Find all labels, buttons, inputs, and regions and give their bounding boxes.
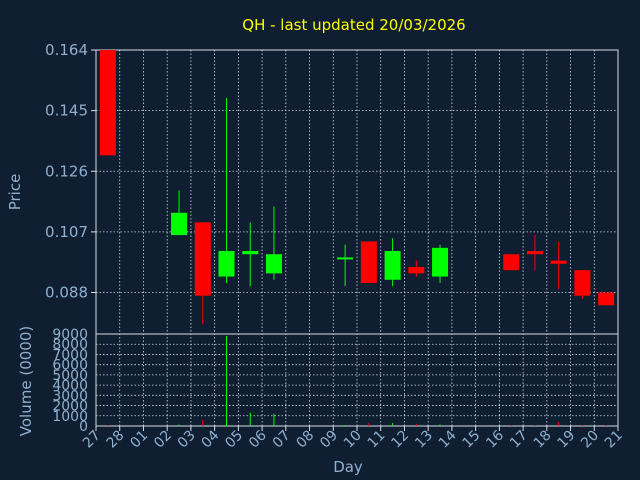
price-gridlines: [96, 49, 618, 293]
candle-body: [503, 254, 520, 271]
volume-tick-label: 6000: [52, 358, 88, 374]
candle-body: [526, 251, 543, 255]
price-axis-label: Price: [6, 174, 24, 211]
volume-tick-label: 3000: [52, 388, 88, 404]
volume-tick-label: 2000: [52, 399, 88, 415]
price-tick-label: 0.164: [45, 41, 88, 59]
day-tick-label: 14: [436, 427, 460, 451]
candle-body: [194, 222, 211, 296]
day-tick-label: 12: [388, 428, 412, 452]
candle-body: [550, 260, 567, 264]
candle-body: [408, 266, 425, 274]
day-tick-label: 04: [199, 427, 223, 451]
candle-body: [337, 257, 354, 260]
price-candles: [99, 50, 615, 325]
day-tick-label: 17: [507, 428, 531, 452]
price-tick-label: 0.145: [45, 102, 88, 120]
candle-body: [574, 270, 591, 296]
candle-body: [432, 247, 449, 277]
chart-title: QH - last updated 20/03/2026: [242, 16, 465, 34]
day-tick-label: 11: [365, 428, 389, 452]
day-tick-label: 18: [531, 428, 555, 452]
candle-body: [242, 251, 259, 255]
candle-body: [265, 254, 282, 274]
volume-gridlines: [96, 333, 618, 427]
x-axis-label: Day: [333, 458, 363, 476]
candle-body: [598, 292, 615, 306]
day-gridlines: [119, 50, 595, 426]
candle-body: [384, 251, 401, 280]
day-tick-label: 21: [602, 428, 626, 452]
day-tick-label: 03: [175, 428, 199, 452]
day-tick-label: 09: [317, 428, 341, 452]
price-axis: 0.164 0.145 0.126 0.107 0.088: [45, 41, 96, 302]
volume-tick-label: 8000: [52, 337, 88, 353]
price-tick-label: 0.126: [45, 162, 88, 180]
day-tick-label: 13: [412, 428, 436, 452]
day-axis: 27 28 01 02 03 04 05 06 07 08 09 10 11 12 13 14 15 16 17 18…: [80, 426, 626, 451]
day-tick-label: 20: [578, 428, 602, 452]
volume-tick-label: 7000: [52, 347, 88, 363]
price-tick-label: 0.088: [45, 284, 88, 302]
day-tick-label: 07: [270, 428, 294, 452]
day-tick-label: 06: [246, 427, 270, 451]
volume-axis-label: Volume (0000): [17, 326, 35, 436]
volume-bars: [107, 336, 607, 426]
day-tick-label: 01: [127, 428, 151, 452]
day-tick-label: 05: [222, 428, 246, 452]
volume-tick-label: 1000: [52, 409, 88, 425]
volume-tick-label: 5000: [52, 368, 88, 384]
candle-body: [360, 241, 377, 283]
day-tick-label: 19: [554, 428, 578, 452]
price-tick-label: 0.107: [45, 223, 88, 241]
volume-tick-label: 9000: [52, 327, 88, 343]
candle-body: [99, 50, 116, 156]
day-tick-label: 16: [483, 427, 507, 451]
day-tick-label: 02: [151, 428, 175, 452]
candle-body: [218, 251, 235, 277]
candle-body: [171, 212, 188, 236]
day-tick-label: 28: [104, 428, 128, 452]
volume-tick-label: 0: [79, 419, 88, 435]
day-tick-label: 10: [341, 428, 365, 452]
day-tick-label: 15: [460, 428, 484, 452]
volume-tick-label: 4000: [52, 378, 88, 394]
day-tick-label: 08: [293, 428, 317, 452]
